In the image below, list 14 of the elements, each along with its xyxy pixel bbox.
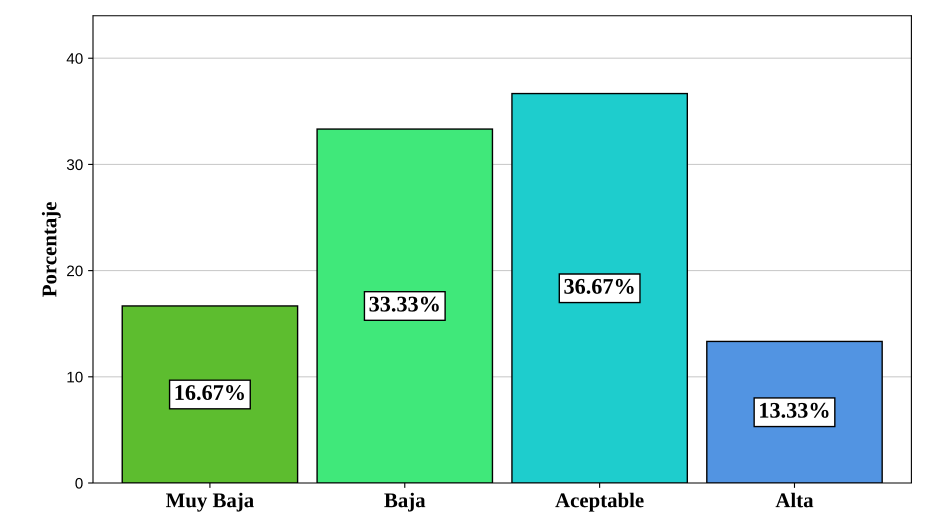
y-tick-label: 10 — [67, 372, 83, 382]
x-tick-label: Alta — [776, 492, 814, 508]
data-label: 16.67% — [176, 385, 244, 400]
x-tick-label: Baja — [384, 492, 426, 512]
y-tick-label: 20 — [67, 265, 83, 276]
data-label: 13.33% — [760, 402, 829, 418]
data-label: 36.67% — [564, 278, 634, 294]
y-tick-label: 40 — [66, 53, 83, 64]
y-tick-label: 30 — [66, 159, 83, 170]
y-tick-label: 0 — [75, 478, 83, 489]
data-label: 33.33% — [369, 296, 439, 312]
y-axis-title: Porcentaje — [42, 202, 61, 297]
x-tick-label: Muy Baja — [166, 492, 254, 512]
x-tick-label: Aceptable — [555, 492, 644, 512]
